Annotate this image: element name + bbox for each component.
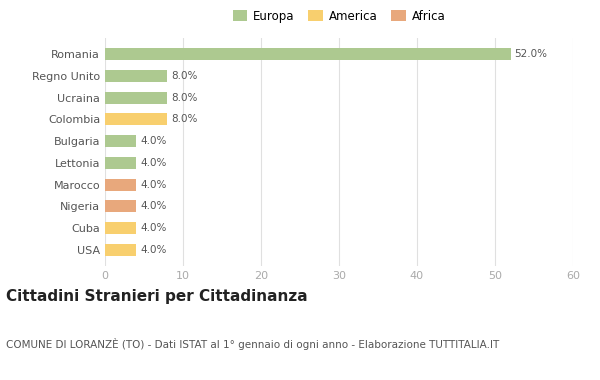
Bar: [105, 92, 167, 104]
Text: 52.0%: 52.0%: [515, 49, 548, 59]
Text: 8.0%: 8.0%: [172, 71, 197, 81]
Bar: [105, 200, 136, 212]
Text: 4.0%: 4.0%: [140, 201, 166, 211]
Bar: [105, 114, 167, 125]
Legend: Europa, America, Africa: Europa, America, Africa: [228, 5, 450, 27]
Text: 4.0%: 4.0%: [140, 245, 166, 255]
Bar: [105, 244, 136, 256]
Text: 4.0%: 4.0%: [140, 180, 166, 190]
Bar: [105, 157, 136, 169]
Bar: [105, 222, 136, 234]
Bar: [105, 70, 167, 82]
Bar: [105, 48, 511, 60]
Text: COMUNE DI LORANZÈ (TO) - Dati ISTAT al 1° gennaio di ogni anno - Elaborazione TU: COMUNE DI LORANZÈ (TO) - Dati ISTAT al 1…: [6, 338, 499, 350]
Text: 4.0%: 4.0%: [140, 223, 166, 233]
Text: 4.0%: 4.0%: [140, 158, 166, 168]
Bar: [105, 135, 136, 147]
Text: 8.0%: 8.0%: [172, 114, 197, 124]
Text: Cittadini Stranieri per Cittadinanza: Cittadini Stranieri per Cittadinanza: [6, 289, 308, 304]
Text: 8.0%: 8.0%: [172, 93, 197, 103]
Text: 4.0%: 4.0%: [140, 136, 166, 146]
Bar: [105, 179, 136, 190]
